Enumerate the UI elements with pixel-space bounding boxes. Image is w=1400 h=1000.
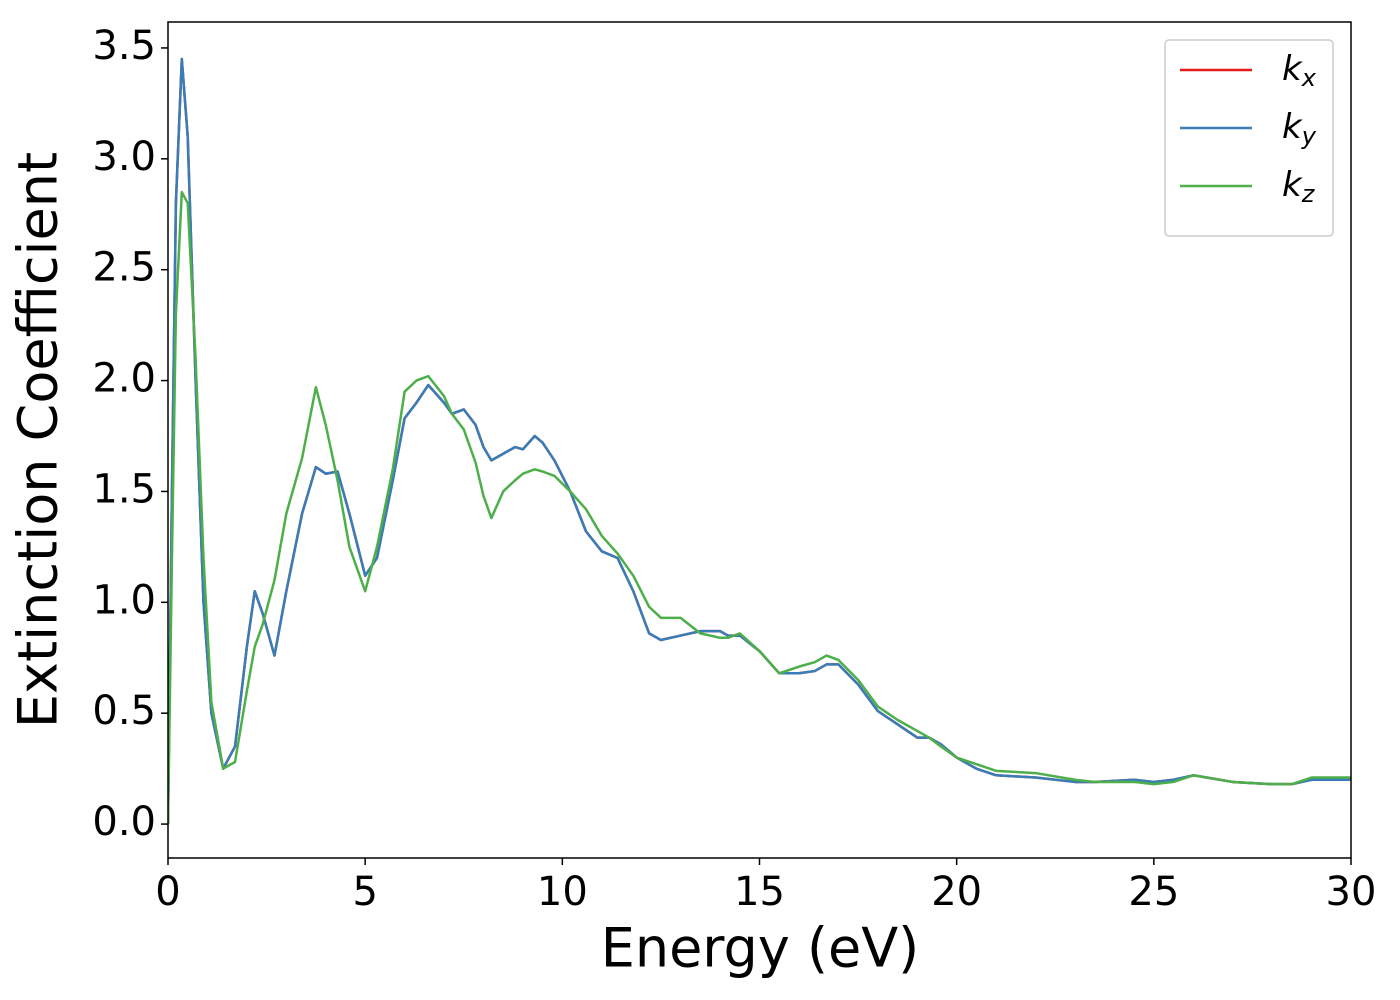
- legend-label: kx: [1282, 49, 1317, 93]
- series-line: [168, 190, 1351, 825]
- y-tick-label: 2.0: [92, 356, 156, 402]
- y-tick-label: 2.5: [92, 245, 156, 291]
- x-tick-label: 20: [931, 869, 982, 915]
- x-tick-label: 10: [537, 869, 588, 915]
- y-tick-label: 3.0: [92, 134, 156, 180]
- plot-frame: [167, 21, 1352, 859]
- y-tick-label: 3.5: [92, 23, 156, 69]
- x-tick-label: 25: [1128, 869, 1179, 915]
- y-tick-label: 0.0: [92, 799, 156, 845]
- x-tick-label: 30: [1326, 869, 1377, 915]
- y-axis-label: Extinction Coefficient: [7, 152, 70, 728]
- x-tick-label: 15: [734, 869, 785, 915]
- y-tick-label: 0.5: [92, 688, 156, 734]
- x-tick-label: 0: [155, 869, 180, 915]
- legend-label: ky: [1282, 107, 1317, 151]
- y-tick-label: 1.5: [92, 466, 156, 512]
- x-axis-label: Energy (eV): [601, 917, 920, 980]
- legend-label: kz: [1282, 165, 1316, 209]
- y-tick-label: 1.0: [92, 577, 156, 623]
- x-tick-label: 5: [352, 869, 377, 915]
